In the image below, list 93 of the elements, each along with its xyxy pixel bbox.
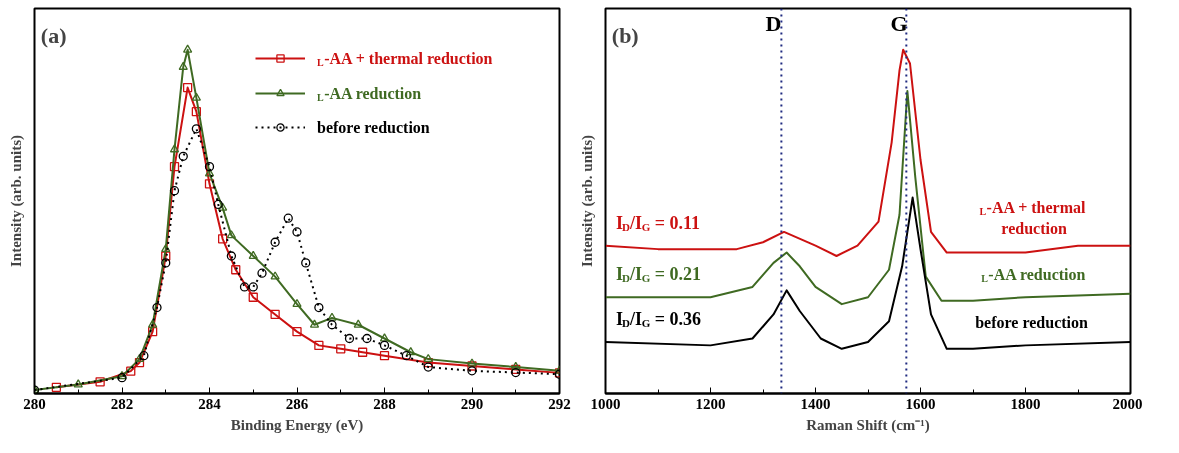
x-tick-label: 1200 bbox=[695, 395, 726, 412]
ref-line-label: D bbox=[765, 11, 782, 37]
point bbox=[270, 271, 280, 280]
point bbox=[406, 346, 416, 356]
point bbox=[248, 282, 258, 292]
annotation: ID/IG = 0.36 bbox=[616, 308, 702, 329]
x-tick-label: 290 bbox=[460, 395, 484, 412]
point bbox=[169, 161, 180, 172]
point bbox=[257, 268, 267, 278]
x-tick-label: 282 bbox=[110, 395, 134, 412]
point bbox=[344, 333, 355, 344]
point bbox=[178, 151, 188, 161]
point bbox=[126, 366, 136, 376]
point bbox=[191, 124, 202, 134]
point bbox=[217, 234, 228, 244]
point bbox=[134, 357, 145, 368]
point bbox=[336, 344, 346, 354]
point bbox=[314, 340, 324, 351]
point bbox=[134, 353, 145, 363]
point bbox=[204, 161, 215, 172]
point bbox=[379, 351, 390, 361]
x-tick-label: 288 bbox=[373, 395, 396, 412]
point bbox=[161, 251, 171, 261]
point bbox=[204, 179, 215, 189]
point bbox=[239, 282, 250, 292]
point bbox=[292, 227, 302, 237]
point bbox=[314, 302, 324, 313]
chart-title: (a) bbox=[40, 22, 67, 48]
annotation: ID/IG = 0.21 bbox=[616, 264, 702, 285]
point bbox=[327, 320, 337, 330]
x-axis-title: Raman Shift (cm⁻¹) bbox=[806, 416, 930, 434]
chart-title: (b) bbox=[611, 22, 639, 48]
y-axis-title: Intensity (arb. units) bbox=[578, 134, 596, 268]
point bbox=[270, 309, 280, 320]
point bbox=[379, 340, 390, 351]
point bbox=[178, 61, 188, 70]
point bbox=[362, 333, 372, 344]
point bbox=[270, 237, 280, 247]
point bbox=[139, 351, 149, 361]
point bbox=[169, 186, 180, 196]
point bbox=[292, 298, 302, 308]
point bbox=[231, 265, 241, 275]
point bbox=[147, 319, 158, 328]
point bbox=[213, 199, 223, 210]
x-tick-label: 286 bbox=[285, 395, 309, 412]
point bbox=[248, 292, 258, 302]
point bbox=[169, 144, 180, 153]
point bbox=[182, 82, 193, 93]
point bbox=[353, 319, 363, 328]
annotation: ID/IG = 0.11 bbox=[616, 212, 701, 233]
point bbox=[161, 243, 171, 253]
x-tick-label: 1600 bbox=[905, 395, 936, 412]
x-tick-label: 1800 bbox=[1010, 395, 1041, 412]
point bbox=[73, 379, 83, 388]
point bbox=[423, 362, 433, 372]
point bbox=[379, 333, 390, 342]
x-tick-label: 280 bbox=[23, 395, 46, 412]
point bbox=[182, 44, 193, 53]
point bbox=[147, 326, 158, 337]
x-tick-label: 284 bbox=[198, 395, 222, 412]
point bbox=[204, 168, 215, 177]
x-axis-title: Binding Energy (eV) bbox=[230, 416, 364, 434]
x-tick-label: 1400 bbox=[800, 395, 831, 412]
point bbox=[423, 353, 433, 363]
point bbox=[357, 347, 368, 357]
point bbox=[467, 366, 477, 376]
point bbox=[423, 357, 433, 368]
point bbox=[327, 312, 337, 321]
point bbox=[511, 361, 521, 370]
series-label: before reduction bbox=[975, 314, 1089, 332]
point bbox=[467, 361, 477, 371]
point bbox=[51, 382, 62, 392]
x-tick-label: 1000 bbox=[590, 395, 621, 412]
point bbox=[401, 351, 412, 361]
point bbox=[292, 326, 302, 337]
point bbox=[95, 377, 105, 387]
ref-line-label: G bbox=[890, 11, 908, 37]
point bbox=[191, 92, 202, 101]
point bbox=[283, 213, 293, 223]
x-tick-label: 2000 bbox=[1112, 395, 1143, 412]
y-axis-title: Intensity (arb. units) bbox=[7, 134, 25, 268]
point bbox=[226, 230, 237, 239]
point bbox=[152, 302, 162, 313]
point bbox=[161, 258, 171, 268]
point bbox=[467, 358, 477, 367]
point bbox=[248, 250, 258, 259]
point bbox=[226, 251, 237, 261]
x-tick-label: 292 bbox=[548, 395, 571, 412]
point bbox=[301, 258, 311, 268]
point bbox=[309, 319, 320, 328]
point bbox=[217, 202, 228, 211]
point bbox=[191, 106, 202, 117]
legend-label: before reduction bbox=[317, 119, 430, 137]
